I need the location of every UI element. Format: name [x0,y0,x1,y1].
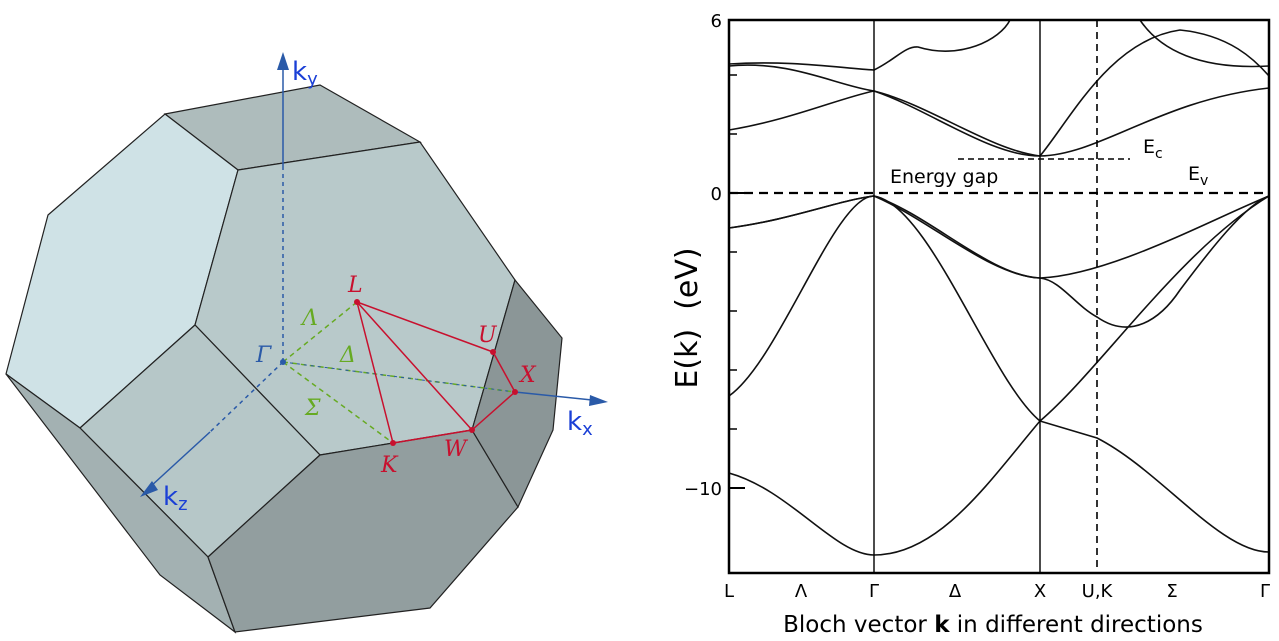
kz-axis-line [149,431,211,488]
point-x-dot [512,389,518,395]
point-k-dot [390,440,396,446]
delta-path [282,361,516,393]
ytick-label-neg10: −10 [684,479,722,500]
xtick-uk: U,K [1082,581,1114,602]
path-sigma-label: Σ [304,396,321,421]
point-gamma-dot [280,359,286,365]
path-lambda-label: Λ [300,306,318,331]
point-w-dot [469,427,475,433]
band-7 [729,20,1269,71]
ec-label: Ec [1143,136,1163,162]
xtick-gamma-1: Γ [869,581,879,602]
kz-label: kz [163,482,188,515]
lambda-path [282,301,358,363]
x-axis-label: Bloch vector k in different directions [783,612,1203,638]
path-delta-label: Δ [339,343,356,368]
ky-label: ky [292,57,318,90]
gamma-center-label: Γ [255,343,272,368]
point-u-dot [490,349,496,355]
energy-gap-label: Energy gap [890,166,998,188]
ev-label: Ev [1188,163,1208,189]
kx-axis-line [514,391,593,401]
kx-label: kx [567,407,593,440]
kz-axis-dashed [209,361,284,433]
band-structure-plot: 6 0 −10 L Λ Γ Δ X U,K Σ Γ Energy gap Ec … [670,11,1271,638]
y-axis-label: E(k) (eV) [670,247,705,388]
ytick-label-0: 0 [711,184,722,205]
high-symmetry-path [356,301,516,444]
sigma-path [282,361,394,444]
point-x-label: X [518,363,537,388]
band-lines [729,20,1269,556]
kz-arrowhead [140,481,158,497]
ytick-label-6: 6 [711,11,722,32]
xtick-lambda: Λ [795,581,808,602]
xtick-gamma-2: Γ [1260,581,1270,602]
point-l-dot [354,299,360,305]
xtick-delta: Δ [949,581,962,602]
ky-arrowhead [277,52,289,70]
plot-frame [727,18,1271,575]
xtick-l: L [724,581,734,602]
point-k-label: K [380,453,399,478]
band-1 [729,420,1269,556]
point-l-label: L [347,273,363,298]
point-w-label: W [444,437,469,462]
band-4 [729,195,1269,279]
kx-arrowhead [589,395,608,406]
point-u-label: U [478,323,498,348]
brillouin-zone: ky kz kx L U X W K [5,52,608,634]
band-6 [729,29,1269,157]
band-5 [729,87,1269,157]
band-2 [729,195,1269,423]
xtick-sigma: Σ [1166,581,1177,602]
xtick-x: X [1034,581,1046,602]
